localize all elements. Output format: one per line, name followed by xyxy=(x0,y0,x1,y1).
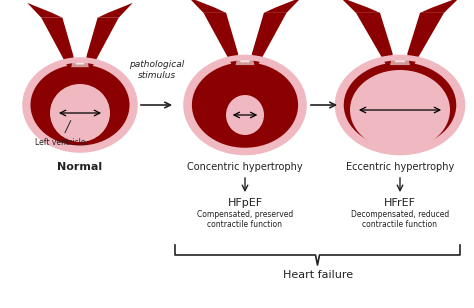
Text: HFpEF: HFpEF xyxy=(228,198,263,208)
Text: Left ventricle: Left ventricle xyxy=(35,120,85,147)
Polygon shape xyxy=(340,0,380,13)
Text: pathological
stimulus: pathological stimulus xyxy=(129,60,185,80)
Ellipse shape xyxy=(350,70,450,150)
Polygon shape xyxy=(98,3,133,18)
Ellipse shape xyxy=(30,64,129,145)
Text: Decompensated, reduced
contractile function: Decompensated, reduced contractile funct… xyxy=(351,210,449,229)
Ellipse shape xyxy=(337,58,463,152)
Polygon shape xyxy=(248,13,287,65)
Polygon shape xyxy=(236,39,255,65)
Ellipse shape xyxy=(344,62,456,148)
Polygon shape xyxy=(27,3,63,18)
Polygon shape xyxy=(83,18,118,67)
Ellipse shape xyxy=(25,60,135,150)
Ellipse shape xyxy=(186,58,304,152)
Text: Eccentric hypertrophy: Eccentric hypertrophy xyxy=(346,162,454,172)
Text: Compensated, preserved
contractile function: Compensated, preserved contractile funct… xyxy=(197,210,293,229)
Polygon shape xyxy=(264,0,301,13)
Polygon shape xyxy=(188,0,226,13)
Text: Normal: Normal xyxy=(57,162,102,172)
Polygon shape xyxy=(420,0,460,13)
Ellipse shape xyxy=(226,95,264,135)
Polygon shape xyxy=(41,18,77,67)
Polygon shape xyxy=(203,13,241,65)
Polygon shape xyxy=(71,43,89,67)
Ellipse shape xyxy=(192,62,298,148)
Text: Concentric hypertrophy: Concentric hypertrophy xyxy=(187,162,303,172)
Polygon shape xyxy=(390,39,410,65)
Text: HFrEF: HFrEF xyxy=(384,198,416,208)
Polygon shape xyxy=(356,13,396,65)
Text: Heart failure: Heart failure xyxy=(283,270,353,280)
Ellipse shape xyxy=(50,84,110,142)
Polygon shape xyxy=(404,13,444,65)
